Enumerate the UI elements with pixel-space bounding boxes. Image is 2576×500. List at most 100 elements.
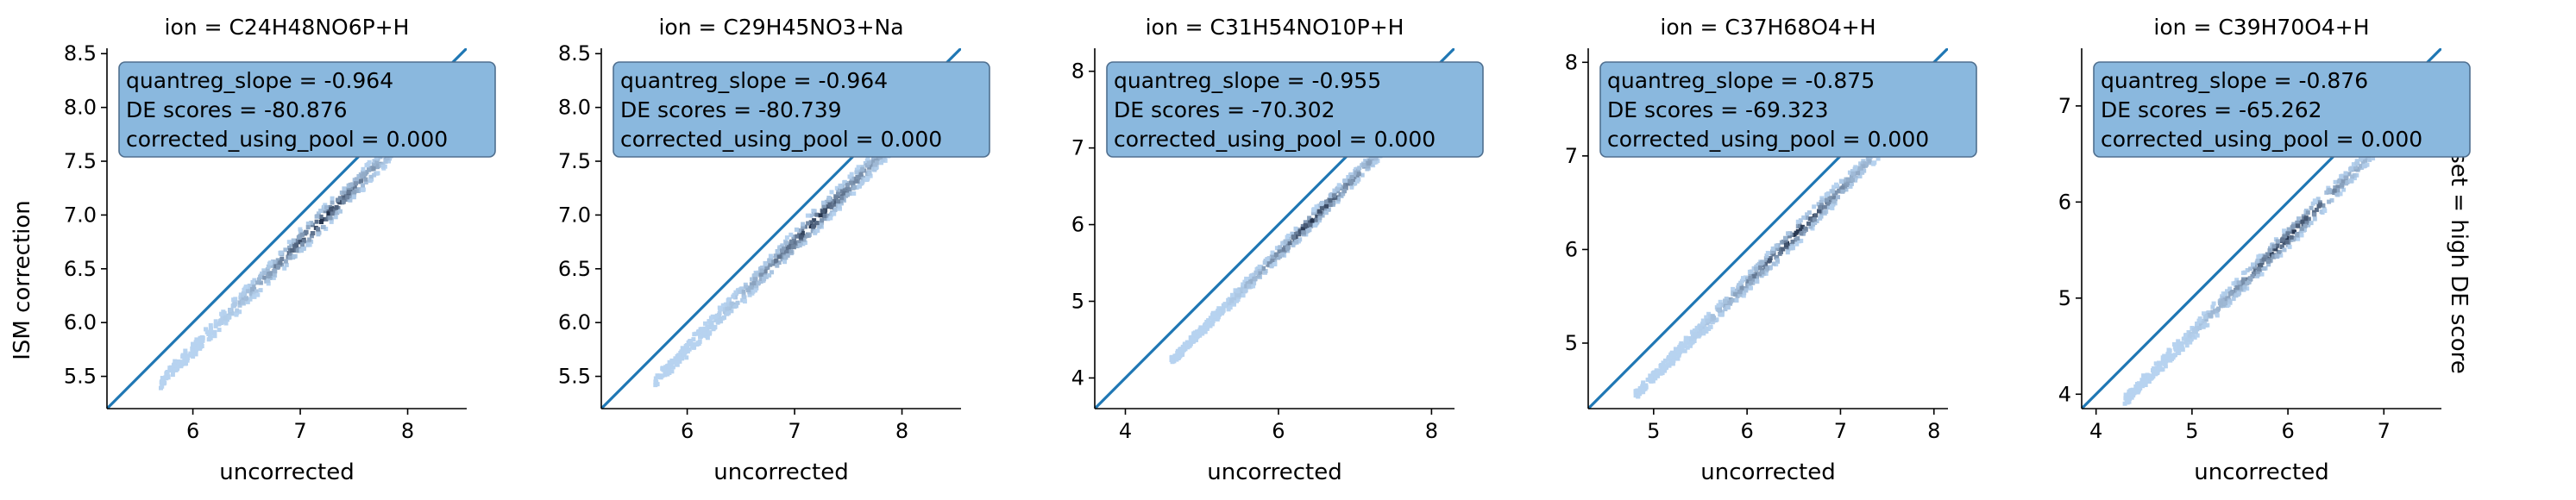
density-cell bbox=[2267, 248, 2272, 253]
density-cell bbox=[1687, 335, 1692, 341]
density-cell bbox=[294, 248, 299, 253]
density-cell bbox=[1208, 316, 1213, 321]
density-cell bbox=[268, 260, 273, 266]
density-cell bbox=[212, 329, 217, 334]
density-cell bbox=[1844, 187, 1849, 192]
density-cell bbox=[1663, 358, 1668, 363]
density-cell bbox=[2333, 185, 2338, 190]
density-cell bbox=[1203, 328, 1208, 334]
density-cell bbox=[837, 204, 842, 209]
density-cell bbox=[858, 167, 863, 172]
density-cell bbox=[1761, 263, 1766, 268]
y-tick-label: 5 bbox=[2058, 286, 2071, 310]
density-cell bbox=[182, 357, 187, 362]
annotation-line: corrected_using_pool = 0.000 bbox=[126, 127, 448, 152]
density-cell bbox=[832, 207, 838, 212]
density-cell bbox=[838, 184, 843, 189]
density-cell bbox=[2201, 324, 2206, 329]
density-cell bbox=[746, 288, 751, 293]
density-cell bbox=[1252, 280, 1257, 285]
density-cell bbox=[1352, 181, 1357, 186]
density-cell bbox=[1781, 239, 1786, 244]
density-cell bbox=[1674, 348, 1678, 353]
density-cell bbox=[2133, 388, 2138, 393]
density-cell bbox=[289, 242, 294, 247]
density-cell bbox=[822, 208, 827, 213]
density-cell bbox=[2362, 159, 2367, 164]
density-cell bbox=[1743, 288, 1748, 293]
density-cell bbox=[2269, 251, 2274, 256]
density-cell bbox=[307, 237, 312, 242]
density-cell bbox=[848, 191, 853, 197]
density-cell bbox=[1774, 262, 1779, 267]
density-cell bbox=[2312, 212, 2317, 217]
density-cell bbox=[2248, 277, 2253, 281]
x-axis-label: uncorrected bbox=[713, 459, 849, 485]
density-cell bbox=[1680, 345, 1685, 350]
density-cell bbox=[1694, 327, 1700, 332]
density-cell bbox=[278, 250, 283, 255]
density-cell bbox=[772, 261, 776, 266]
density-cell bbox=[847, 174, 852, 179]
density-cell bbox=[2188, 340, 2193, 345]
density-cell bbox=[1361, 163, 1367, 167]
density-cell bbox=[1676, 353, 1681, 358]
density-cell bbox=[832, 211, 837, 216]
density-cell bbox=[2352, 176, 2357, 181]
density-cell bbox=[2234, 293, 2239, 298]
density-cell bbox=[703, 321, 707, 326]
density-cell bbox=[2300, 219, 2305, 224]
density-cell bbox=[352, 192, 357, 197]
density-cell bbox=[795, 234, 800, 239]
density-cell bbox=[839, 195, 845, 200]
density-cell bbox=[1720, 309, 1725, 315]
density-cell bbox=[1336, 183, 1341, 188]
density-cell bbox=[292, 254, 297, 259]
density-cell bbox=[342, 186, 347, 191]
density-cell bbox=[1742, 291, 1747, 296]
density-cell bbox=[722, 309, 727, 315]
density-cell bbox=[368, 174, 374, 179]
density-cell bbox=[2239, 285, 2244, 291]
density-cell bbox=[2322, 209, 2328, 213]
density-cell bbox=[879, 160, 883, 166]
density-cell bbox=[1789, 246, 1794, 251]
density-cell bbox=[1303, 222, 1308, 228]
density-cell bbox=[1767, 258, 1772, 263]
density-cell bbox=[814, 221, 820, 226]
density-cell bbox=[305, 225, 311, 230]
density-cell bbox=[2248, 266, 2253, 272]
density-cell bbox=[2282, 247, 2287, 253]
density-cell bbox=[842, 191, 847, 196]
density-cell bbox=[330, 211, 335, 216]
density-cell bbox=[2336, 179, 2341, 184]
density-cell bbox=[729, 309, 734, 314]
density-cell bbox=[2250, 274, 2255, 278]
density-cell bbox=[801, 237, 807, 242]
density-cell bbox=[1280, 252, 1285, 257]
y-tick-label: 7 bbox=[2058, 94, 2071, 118]
density-cell bbox=[337, 196, 342, 201]
density-cell bbox=[1229, 298, 1235, 303]
density-cell bbox=[747, 292, 752, 297]
density-cell bbox=[1633, 389, 1638, 394]
density-cell bbox=[817, 224, 822, 229]
density-cell bbox=[773, 253, 778, 259]
density-cell bbox=[698, 334, 703, 339]
annotation-line: corrected_using_pool = 0.000 bbox=[1607, 127, 1929, 152]
density-cell bbox=[2334, 191, 2340, 197]
density-cell bbox=[1305, 220, 1310, 225]
density-cell bbox=[1858, 168, 1863, 173]
density-cell bbox=[1265, 257, 1270, 262]
density-cell bbox=[1335, 186, 1340, 191]
density-cell bbox=[235, 308, 240, 313]
density-cell bbox=[759, 272, 764, 277]
density-cell bbox=[266, 278, 271, 284]
density-cell bbox=[1331, 193, 1336, 198]
density-cell bbox=[245, 299, 250, 304]
density-cell bbox=[2216, 306, 2221, 311]
density-cell bbox=[1813, 213, 1819, 218]
density-cell bbox=[1285, 246, 1290, 251]
density-cell bbox=[1850, 178, 1855, 183]
annotation-box bbox=[118, 61, 496, 158]
